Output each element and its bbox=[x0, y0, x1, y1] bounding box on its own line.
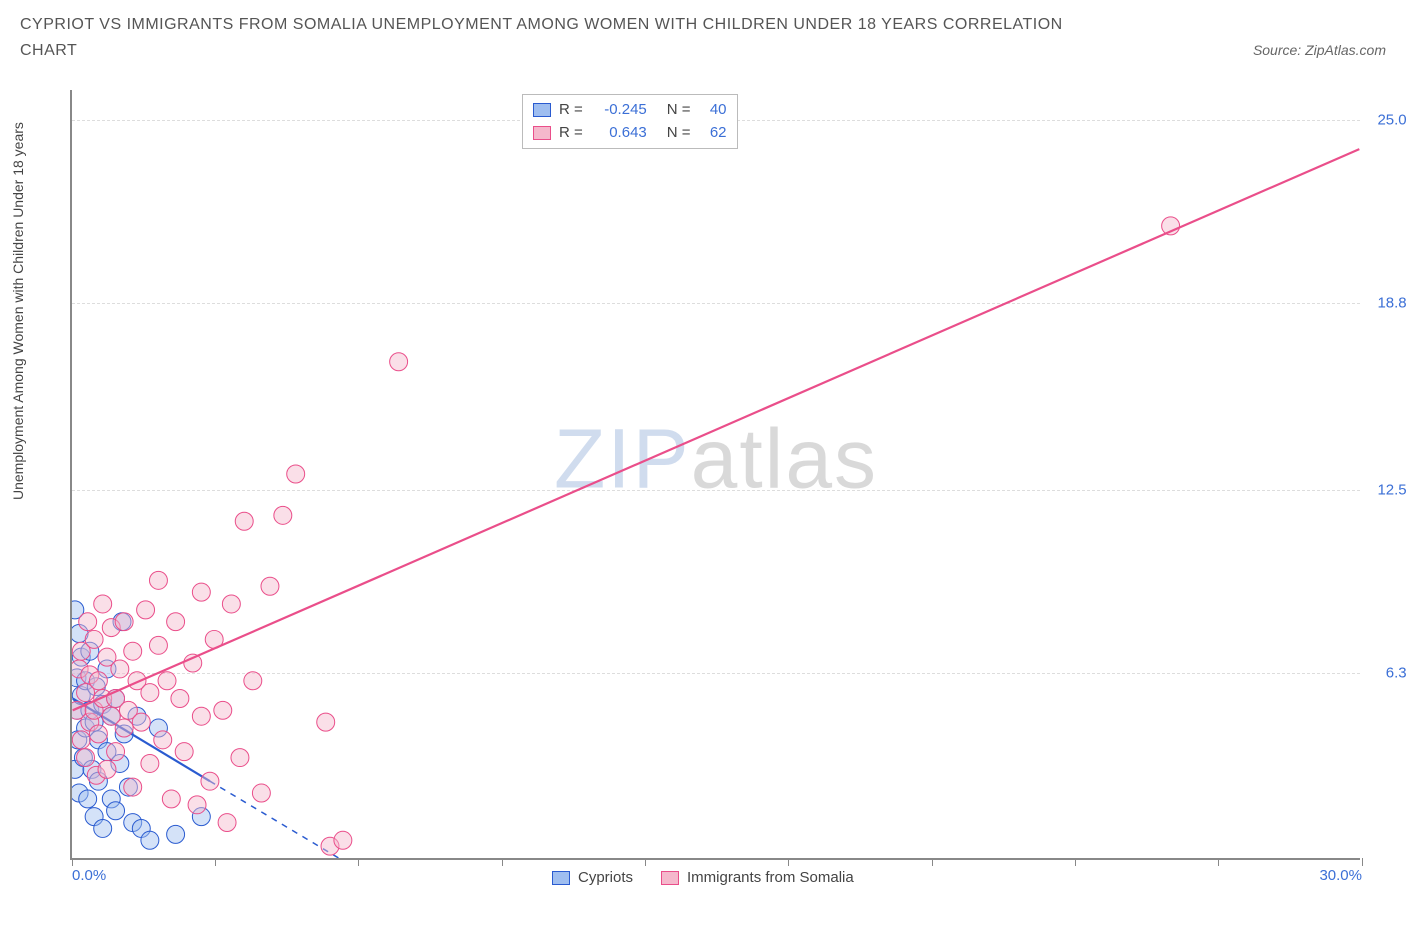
x-tick bbox=[358, 858, 359, 866]
swatch-series-0 bbox=[533, 103, 551, 117]
y-tick-label: 6.3% bbox=[1386, 665, 1406, 682]
correlation-legend: R = -0.245 N = 40 R = 0.643 N = 62 bbox=[522, 94, 738, 149]
y-tick-label: 12.5% bbox=[1377, 481, 1406, 498]
trend-line bbox=[73, 149, 1360, 710]
r-value-0: -0.245 bbox=[593, 99, 647, 122]
n-label: N = bbox=[667, 99, 691, 122]
scatter-point bbox=[167, 613, 185, 631]
scatter-point bbox=[158, 672, 176, 690]
scatter-point bbox=[252, 784, 270, 802]
scatter-point bbox=[111, 660, 129, 678]
plot-area: ZIPatlas R = -0.245 N = 40 R = 0.643 N =… bbox=[70, 90, 1360, 860]
scatter-point bbox=[317, 713, 335, 731]
scatter-point bbox=[115, 613, 133, 631]
legend-swatch-0 bbox=[552, 871, 570, 885]
legend-label-1: Immigrants from Somalia bbox=[687, 869, 854, 886]
scatter-point bbox=[214, 701, 232, 719]
correlation-legend-row: R = 0.643 N = 62 bbox=[533, 122, 727, 145]
x-tick bbox=[215, 858, 216, 866]
chart-title: CYPRIOT VS IMMIGRANTS FROM SOMALIA UNEMP… bbox=[20, 12, 1120, 63]
scatter-point bbox=[149, 571, 167, 589]
scatter-point bbox=[98, 760, 116, 778]
x-tick-label: 0.0% bbox=[72, 867, 106, 884]
scatter-point bbox=[141, 684, 159, 702]
plot-svg bbox=[72, 90, 1360, 858]
scatter-point bbox=[287, 465, 305, 483]
scatter-point bbox=[274, 506, 292, 524]
scatter-point bbox=[390, 353, 408, 371]
scatter-point bbox=[89, 672, 107, 690]
scatter-point bbox=[222, 595, 240, 613]
scatter-point bbox=[149, 636, 167, 654]
scatter-point bbox=[107, 743, 125, 761]
r-label: R = bbox=[559, 122, 583, 145]
scatter-point bbox=[137, 601, 155, 619]
scatter-point bbox=[141, 831, 159, 849]
r-value-1: 0.643 bbox=[593, 122, 647, 145]
legend-label-0: Cypriots bbox=[578, 869, 633, 886]
n-value-1: 62 bbox=[703, 122, 727, 145]
scatter-point bbox=[192, 707, 210, 725]
x-tick bbox=[502, 858, 503, 866]
scatter-point bbox=[89, 725, 107, 743]
y-tick-label: 18.8% bbox=[1377, 295, 1406, 312]
scatter-point bbox=[79, 790, 97, 808]
r-label: R = bbox=[559, 99, 583, 122]
y-axis-label: Unemployment Among Women with Children U… bbox=[10, 122, 26, 500]
scatter-point bbox=[124, 778, 142, 796]
scatter-point bbox=[201, 772, 219, 790]
scatter-point bbox=[188, 796, 206, 814]
correlation-legend-row: R = -0.245 N = 40 bbox=[533, 99, 727, 122]
n-value-0: 40 bbox=[703, 99, 727, 122]
x-tick bbox=[788, 858, 789, 866]
legend-swatch-1 bbox=[661, 871, 679, 885]
scatter-point bbox=[261, 577, 279, 595]
scatter-point bbox=[171, 690, 189, 708]
scatter-point bbox=[175, 743, 193, 761]
scatter-point bbox=[334, 831, 352, 849]
scatter-point bbox=[94, 819, 112, 837]
scatter-point bbox=[218, 814, 236, 832]
scatter-point bbox=[115, 719, 133, 737]
x-tick bbox=[1075, 858, 1076, 866]
scatter-point bbox=[77, 749, 95, 767]
scatter-point bbox=[79, 613, 97, 631]
scatter-point bbox=[94, 595, 112, 613]
scatter-point bbox=[162, 790, 180, 808]
scatter-point bbox=[141, 755, 159, 773]
chart-container: Unemployment Among Women with Children U… bbox=[20, 80, 1386, 900]
y-tick-label: 25.0% bbox=[1377, 111, 1406, 128]
x-tick bbox=[932, 858, 933, 866]
series-legend: Cypriots Immigrants from Somalia bbox=[552, 869, 854, 886]
x-tick bbox=[1218, 858, 1219, 866]
n-label: N = bbox=[667, 122, 691, 145]
scatter-point bbox=[192, 583, 210, 601]
x-tick bbox=[1362, 858, 1363, 866]
scatter-point bbox=[167, 825, 185, 843]
scatter-point bbox=[231, 749, 249, 767]
x-tick bbox=[645, 858, 646, 866]
scatter-point bbox=[124, 642, 142, 660]
x-tick bbox=[72, 858, 73, 866]
scatter-point bbox=[235, 512, 253, 530]
legend-item-0: Cypriots bbox=[552, 869, 633, 886]
legend-item-1: Immigrants from Somalia bbox=[661, 869, 854, 886]
scatter-point bbox=[154, 731, 172, 749]
x-tick-label: 30.0% bbox=[1319, 867, 1362, 884]
scatter-point bbox=[244, 672, 262, 690]
scatter-point bbox=[107, 802, 125, 820]
scatter-point bbox=[72, 731, 90, 749]
scatter-point bbox=[132, 713, 150, 731]
source-attribution: Source: ZipAtlas.com bbox=[1253, 42, 1386, 58]
scatter-point bbox=[85, 630, 103, 648]
swatch-series-1 bbox=[533, 126, 551, 140]
